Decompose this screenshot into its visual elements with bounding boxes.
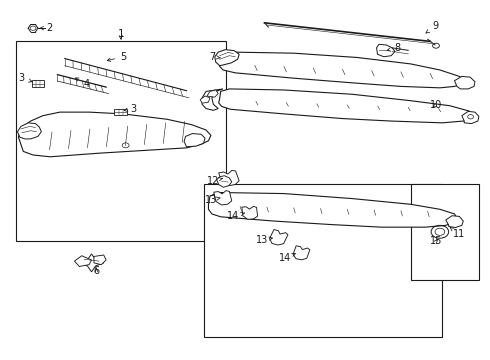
Polygon shape [242,206,258,219]
Polygon shape [74,256,92,266]
Text: 1: 1 [118,28,124,39]
Text: 3: 3 [124,104,136,113]
Bar [203,184,442,337]
Polygon shape [18,123,41,139]
Polygon shape [217,176,232,187]
Text: 6: 6 [93,266,99,276]
Text: 8: 8 [387,43,400,53]
Text: 15: 15 [430,237,442,247]
Text: 9: 9 [426,21,438,33]
Bar [411,184,479,280]
Polygon shape [270,230,288,245]
Polygon shape [94,255,106,265]
Text: 14: 14 [279,253,295,263]
Polygon shape [208,193,457,227]
Text: 7: 7 [209,52,221,62]
Text: 2: 2 [40,23,52,33]
Polygon shape [293,246,310,260]
Polygon shape [202,89,223,111]
Text: 5: 5 [107,52,126,62]
Text: 4: 4 [75,78,90,89]
Polygon shape [214,190,232,205]
Polygon shape [79,254,104,272]
Text: 14: 14 [227,211,245,221]
Text: 13: 13 [205,195,220,204]
Polygon shape [462,111,479,123]
Text: 12: 12 [207,176,222,186]
Text: 10: 10 [430,100,442,110]
Polygon shape [446,216,463,228]
Polygon shape [19,112,211,157]
Polygon shape [455,76,475,89]
Polygon shape [219,89,473,123]
Text: 13: 13 [256,235,272,245]
Polygon shape [220,52,464,88]
Polygon shape [219,170,239,186]
Polygon shape [200,96,210,103]
Text: 11: 11 [450,228,465,239]
Polygon shape [215,50,239,66]
Text: 3: 3 [19,73,32,83]
Bar [31,80,44,87]
Bar [16,41,225,241]
Bar [115,109,127,115]
Polygon shape [184,134,205,147]
Polygon shape [207,90,218,97]
Polygon shape [376,44,395,57]
